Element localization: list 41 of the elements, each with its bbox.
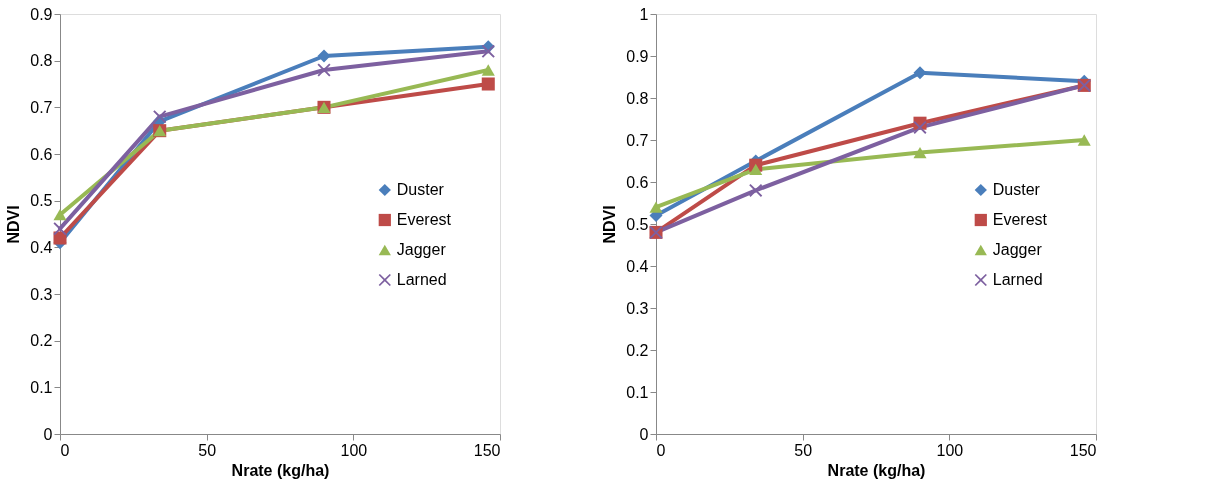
y-tick-label: 0.7 [30,98,53,116]
legend-label: Jagger [992,241,1043,258]
y-tick-label: 0.4 [30,238,53,256]
y-tick-label: 0 [639,425,649,443]
y-tick-label: 0.5 [626,215,649,233]
y-axis-title: NDVI [5,205,23,244]
y-tick-label: 0.3 [626,299,649,317]
legend-label: Larned [396,271,447,288]
y-tick-label: 0.9 [626,47,649,65]
y-tick-label: 0.6 [626,173,649,191]
legend-label: Everest [992,211,1048,228]
y-axis-title: NDVI [601,205,619,244]
x-axis-title: Nrate (kg/ha) [231,461,330,479]
x-tick-label: 100 [936,441,964,459]
y-tick-label: 0 [43,425,53,443]
x-tick-label: 150 [473,441,501,459]
x-tick-label: 150 [1069,441,1097,459]
y-tick-label: 0.2 [626,341,649,359]
y-tick-label: 0.2 [30,332,53,350]
legend-label: Larned [992,271,1043,288]
x-tick-label: 0 [656,441,666,459]
y-tick-label: 0.1 [30,378,53,396]
y-tick-label: 0.3 [30,285,53,303]
x-tick-label: 50 [794,441,813,459]
y-tick-label: 0.8 [626,89,649,107]
legend-label: Duster [396,181,445,198]
legend-label: Everest [396,211,452,228]
legend-label: Duster [992,181,1041,198]
y-tick-label: 0.1 [626,383,649,401]
x-tick-label: 100 [340,441,368,459]
x-axis-title: Nrate (kg/ha) [827,461,926,479]
legend-label: Jagger [396,241,447,258]
y-tick-label: 0.6 [30,145,53,163]
y-tick-label: 0.9 [30,5,53,23]
y-tick-label: 1 [639,5,649,23]
y-tick-label: 0.7 [626,131,649,149]
x-tick-label: 50 [198,441,217,459]
y-tick-label: 0.4 [626,257,649,275]
y-tick-label: 0.5 [30,192,53,210]
y-tick-label: 0.8 [30,52,53,70]
x-tick-label: 0 [60,441,70,459]
